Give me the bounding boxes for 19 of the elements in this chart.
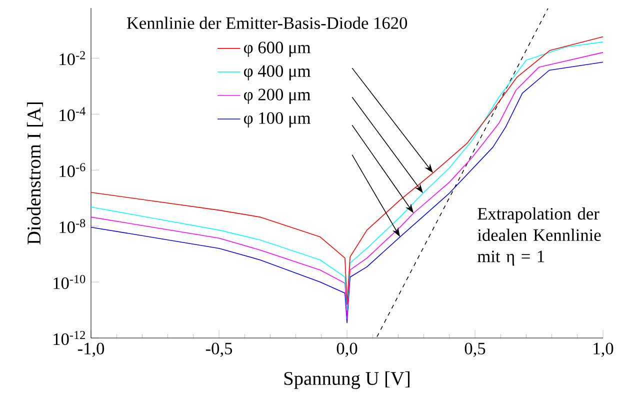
- legend-label: φ 100 μm: [244, 112, 311, 128]
- legend-label: φ 400 μm: [244, 65, 311, 80]
- x-tick-label: 0,0: [336, 342, 358, 357]
- y-tick-label: 10$^{-2}$: [60, 51, 85, 66]
- legend-title: Kennlinie der Emitter-Basis-Diode 1620: [126, 16, 408, 29]
- annotation: Extrapolation der idealen Kennlinie mit η = 1: [478, 207, 601, 266]
- legend-label: φ 200 μm: [244, 88, 311, 104]
- y-tick-label: 10$^{-12}$: [54, 331, 85, 346]
- y-tick-label: 10$^{-6}$: [60, 163, 86, 178]
- x-tick-label: 1,0: [594, 342, 614, 357]
- y-axis-title: Diodenstrom I [A]: [26, 102, 43, 244]
- y-tick-label: 10$^{-8}$: [60, 219, 86, 234]
- y-tick-label: 10$^{-10}$: [54, 275, 86, 290]
- x-tick-label: -1,0: [78, 342, 104, 357]
- y-tick-label: 10$^{-4}$: [60, 107, 86, 122]
- x-tick-label: 0,5: [464, 342, 486, 357]
- x-axis-title: Spannung U [V]: [284, 371, 410, 389]
- x-tick-label: -0,5: [206, 342, 232, 357]
- legend-label: φ 600 μm: [244, 42, 311, 57]
